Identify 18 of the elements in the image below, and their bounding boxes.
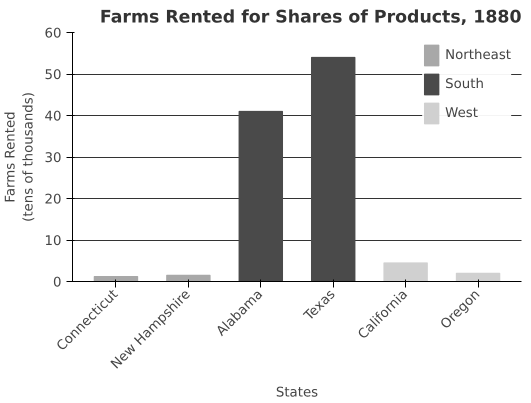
- legend-label: West: [445, 106, 478, 120]
- y-axis-title: Farms Rented (tens of thousands): [4, 92, 37, 222]
- legend-label: Northeast: [445, 48, 511, 62]
- y-tick-label: 50: [44, 68, 62, 83]
- y-tick-label: 20: [44, 192, 62, 208]
- bar: [310, 56, 356, 282]
- x-axis-title: States: [276, 386, 318, 401]
- bar: [94, 276, 138, 282]
- legend-label: South: [445, 76, 484, 92]
- y-tick-label: 10: [44, 234, 62, 249]
- y-tick-label: 30: [44, 151, 62, 166]
- bar: [383, 262, 428, 282]
- chart-title: Farms Rented for Shares of Products, 1880: [100, 8, 522, 28]
- bar: [238, 110, 284, 282]
- y-tick-label: 40: [44, 110, 62, 124]
- bar: [456, 272, 500, 282]
- y-tick-label: 60: [44, 26, 62, 42]
- y-tick-label: 0: [53, 276, 62, 290]
